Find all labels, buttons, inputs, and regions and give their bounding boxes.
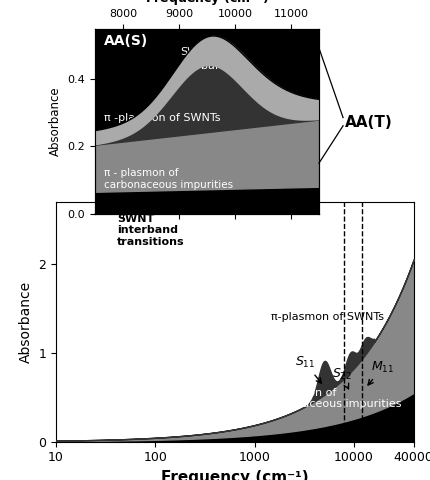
X-axis label: Frequency (cm$^{-1}$): Frequency (cm$^{-1}$) bbox=[144, 0, 269, 9]
Y-axis label: Absorbance: Absorbance bbox=[49, 86, 61, 156]
Y-axis label: Absorbance: Absorbance bbox=[19, 280, 33, 363]
Text: SWNT
interband
transitions: SWNT interband transitions bbox=[117, 214, 184, 247]
Text: π - plasmon of
carbonaceous impurities: π - plasmon of carbonaceous impurities bbox=[104, 168, 232, 190]
Text: $S_{11}$: $S_{11}$ bbox=[294, 355, 321, 383]
Text: AA(S): AA(S) bbox=[104, 35, 147, 48]
Text: $S_{22}$: $S_{22}$ bbox=[331, 367, 351, 389]
Text: $M_{11}$: $M_{11}$ bbox=[367, 360, 393, 385]
Text: π-plasmon of SWNTs: π-plasmon of SWNTs bbox=[270, 312, 383, 322]
Text: π-plasmon of
carbonaceous impurities: π-plasmon of carbonaceous impurities bbox=[263, 388, 400, 409]
Text: AA(T): AA(T) bbox=[344, 115, 392, 130]
Text: π -plasmon of SWNTs: π -plasmon of SWNTs bbox=[104, 112, 220, 122]
X-axis label: Frequency (cm⁻¹): Frequency (cm⁻¹) bbox=[161, 470, 308, 480]
Text: SWNT
$S_{22}$ band: SWNT $S_{22}$ band bbox=[180, 47, 229, 73]
